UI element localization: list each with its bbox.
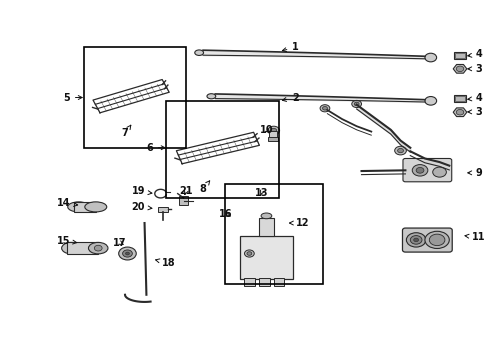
Polygon shape [452, 108, 466, 117]
Ellipse shape [68, 202, 89, 212]
Text: 4: 4 [467, 49, 481, 59]
Circle shape [353, 102, 358, 106]
Bar [244, 278, 255, 286]
FancyBboxPatch shape [402, 228, 451, 252]
Ellipse shape [261, 213, 271, 219]
Circle shape [94, 245, 102, 251]
Circle shape [411, 165, 427, 176]
Text: 3: 3 [467, 107, 481, 117]
Ellipse shape [194, 50, 203, 55]
Bar [74, 202, 96, 212]
Bar [273, 278, 284, 286]
Text: 19: 19 [131, 186, 152, 197]
Bar [158, 207, 168, 212]
Circle shape [455, 109, 463, 115]
Ellipse shape [424, 96, 436, 105]
Bar [454, 96, 464, 101]
Bar [178, 196, 188, 205]
Circle shape [244, 250, 254, 257]
Text: 4: 4 [467, 93, 481, 103]
Circle shape [397, 148, 403, 153]
Ellipse shape [84, 202, 106, 212]
Text: 6: 6 [146, 143, 165, 153]
Text: 11: 11 [464, 232, 484, 242]
Text: 3: 3 [467, 64, 481, 74]
Circle shape [322, 107, 327, 110]
Ellipse shape [428, 234, 444, 246]
Text: 12: 12 [289, 218, 309, 228]
Text: 15: 15 [57, 236, 77, 246]
Circle shape [320, 105, 329, 112]
Bar [259, 278, 269, 286]
Circle shape [246, 252, 251, 255]
Text: 9: 9 [467, 168, 481, 178]
Circle shape [119, 247, 136, 260]
Bar [224, 184, 322, 284]
Bar [268, 131, 276, 137]
Bar [83, 47, 185, 148]
Text: 5: 5 [63, 93, 82, 103]
Circle shape [122, 250, 132, 257]
Polygon shape [452, 64, 466, 73]
Circle shape [351, 100, 361, 108]
Text: 21: 21 [179, 186, 192, 197]
Bar [267, 137, 277, 140]
Text: 17: 17 [113, 238, 127, 248]
Circle shape [270, 129, 276, 133]
Text: 10: 10 [259, 125, 273, 135]
Circle shape [409, 235, 421, 244]
Bar [239, 235, 293, 279]
Circle shape [432, 167, 446, 177]
Circle shape [125, 252, 129, 255]
Text: 18: 18 [155, 258, 175, 268]
Bar [66, 242, 98, 254]
Circle shape [267, 126, 279, 135]
Ellipse shape [61, 242, 81, 254]
Text: 2: 2 [282, 93, 299, 103]
Circle shape [394, 146, 406, 155]
Bar [453, 95, 466, 102]
Bar [453, 51, 466, 59]
Circle shape [455, 66, 463, 72]
Circle shape [406, 233, 425, 247]
Text: 14: 14 [57, 198, 78, 208]
Ellipse shape [424, 231, 448, 248]
Text: 16: 16 [219, 209, 232, 219]
Ellipse shape [88, 242, 108, 254]
Text: 7: 7 [122, 125, 131, 138]
Text: 20: 20 [131, 202, 152, 212]
Bar [166, 101, 278, 198]
Ellipse shape [206, 94, 215, 99]
Ellipse shape [424, 53, 436, 62]
Bar [454, 53, 464, 58]
FancyBboxPatch shape [402, 158, 451, 182]
Text: 1: 1 [282, 42, 299, 52]
Text: 8: 8 [199, 181, 209, 194]
Circle shape [413, 238, 418, 242]
Bar [259, 218, 273, 235]
Text: 13: 13 [254, 188, 268, 198]
Circle shape [415, 167, 423, 173]
